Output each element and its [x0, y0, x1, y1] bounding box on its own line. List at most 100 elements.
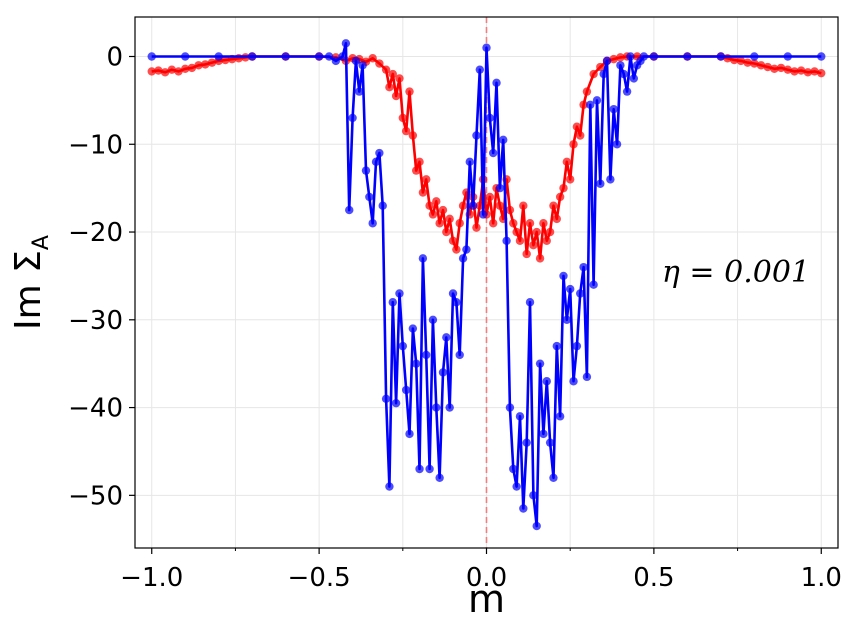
data-point: [475, 65, 485, 74]
data-point: [616, 53, 625, 62]
data-point: [401, 126, 411, 136]
data-point: [348, 113, 357, 123]
data-point: [331, 56, 341, 66]
data-point: [488, 148, 498, 158]
data-point: [187, 63, 197, 73]
data-point: [482, 43, 491, 52]
data-point: [391, 91, 401, 101]
data-point: [683, 52, 692, 61]
data-point: [401, 385, 411, 395]
data-point: [602, 56, 612, 66]
data-point: [147, 52, 156, 61]
data-point: [555, 192, 565, 202]
data-point: [338, 52, 347, 61]
data-point: [438, 368, 448, 377]
data-point: [428, 315, 438, 325]
data-point: [448, 236, 458, 246]
data-point: [455, 219, 464, 228]
data-point: [412, 359, 421, 368]
data-point: [796, 66, 806, 75]
data-point: [817, 68, 826, 78]
data-point: [398, 113, 408, 123]
data-point: [750, 59, 759, 68]
data-point: [555, 412, 565, 421]
y-axis-label-main: Im Σ: [8, 250, 49, 330]
data-point: [371, 157, 381, 167]
data-point: [569, 377, 578, 386]
data-point: [770, 64, 779, 73]
data-point: [154, 66, 163, 75]
data-point: [472, 223, 481, 232]
data-point: [422, 350, 431, 360]
data-point: [743, 58, 752, 67]
data-point: [542, 377, 551, 386]
data-point: [619, 69, 628, 79]
data-point: [381, 394, 391, 403]
data-point: [375, 59, 384, 68]
data-point: [529, 491, 538, 500]
data-point: [512, 227, 521, 237]
data-point: [485, 192, 495, 202]
data-point: [522, 438, 531, 447]
data-point: [435, 473, 444, 482]
data-point: [519, 504, 528, 513]
data-point: [361, 166, 371, 175]
data-point: [247, 52, 257, 61]
data-point: [519, 201, 528, 210]
data-point: [542, 236, 551, 246]
series-blue: [147, 39, 826, 531]
data-point: [422, 175, 431, 184]
data-point: [167, 65, 177, 74]
data-point: [438, 205, 448, 215]
data-point: [545, 438, 555, 447]
data-point: [572, 341, 582, 351]
data-point: [495, 201, 505, 210]
data-point: [345, 205, 354, 215]
data-point: [351, 56, 361, 66]
data-point: [425, 464, 434, 474]
data-point: [629, 74, 638, 83]
data-point: [515, 412, 525, 421]
data-point: [716, 52, 726, 61]
data-point: [388, 298, 397, 307]
data-point: [488, 219, 498, 228]
data-point: [579, 262, 588, 272]
data-point: [442, 333, 451, 342]
data-point: [194, 61, 203, 70]
data-point: [532, 227, 541, 237]
data-point: [214, 52, 223, 61]
data-point: [525, 219, 535, 228]
x-tick-label: −1.0: [120, 563, 183, 593]
data-point: [147, 67, 156, 76]
data-point: [599, 69, 608, 79]
data-point: [405, 429, 414, 439]
data-point: [174, 67, 183, 76]
data-point: [418, 188, 428, 197]
y-tick-label: −30: [68, 306, 123, 336]
data-point: [565, 284, 575, 294]
data-point: [509, 219, 518, 228]
data-point: [408, 324, 418, 333]
data-point: [539, 219, 548, 228]
data-point: [803, 68, 813, 77]
data-point: [539, 429, 548, 439]
data-point: [492, 78, 501, 88]
data-point: [385, 83, 394, 92]
x-tick-label: −0.5: [288, 563, 351, 593]
data-point: [565, 175, 575, 184]
data-point: [415, 157, 424, 167]
y-axis-label-subscript: A: [29, 235, 54, 250]
data-point: [468, 201, 478, 210]
data-point: [495, 183, 505, 193]
data-point: [485, 113, 495, 123]
y-axis-label: Im ΣA: [8, 235, 54, 330]
data-point: [582, 87, 592, 96]
data-point: [415, 464, 424, 474]
x-tick-label: 1.0: [801, 563, 842, 593]
x-axis-ticks: −1.0 −0.5 0.0 0.5 1.0: [120, 548, 842, 593]
x-tick-label: 0.0: [466, 563, 507, 593]
data-point: [408, 131, 418, 140]
data-point: [562, 315, 572, 325]
y-tick-label: −50: [68, 481, 123, 511]
data-point: [375, 148, 384, 158]
